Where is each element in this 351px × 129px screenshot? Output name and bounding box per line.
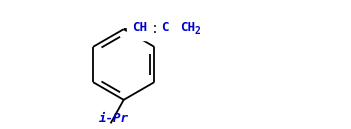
Text: C: C <box>161 21 169 34</box>
Text: CH: CH <box>133 21 148 34</box>
Text: i-Pr: i-Pr <box>98 112 128 125</box>
Text: CH: CH <box>180 21 195 34</box>
Text: 2: 2 <box>194 26 200 36</box>
